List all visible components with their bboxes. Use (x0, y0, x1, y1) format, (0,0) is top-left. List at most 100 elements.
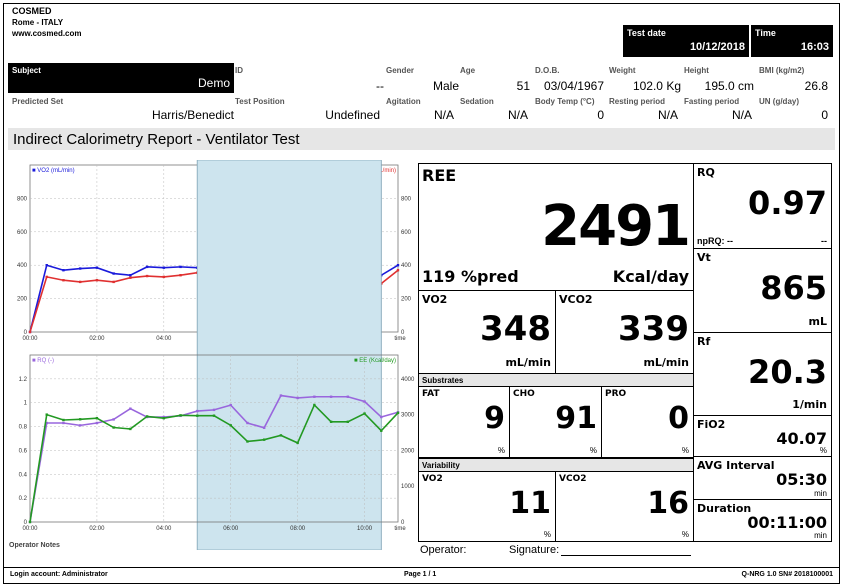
fat-panel: FAT 9 % (418, 386, 510, 458)
data-point (212, 414, 216, 417)
data-point (162, 266, 166, 269)
data-point (380, 429, 383, 432)
weight-value: 102.0 Kg (632, 79, 681, 93)
company-website: www.cosmed.com (12, 29, 82, 38)
data-point (95, 417, 99, 420)
footer-divider (4, 567, 839, 568)
ree-unit: Kcal/day (612, 267, 689, 286)
rf-panel: Rf 20.3 1/min (693, 332, 832, 416)
age-value: 51 (516, 79, 530, 93)
data-point (396, 411, 400, 415)
y-tick-right: 2000 (401, 448, 415, 454)
data-point (45, 421, 48, 425)
vt-unit: mL (808, 315, 827, 328)
cho-unit: % (589, 446, 597, 455)
data-point (112, 426, 115, 429)
duration-value: 00:11:00 (747, 513, 827, 532)
agitation-label: Agitation (386, 97, 421, 106)
data-point (179, 414, 182, 417)
y-tick-left: 1 (24, 401, 28, 407)
y-tick-right: 4000 (401, 377, 415, 383)
x-tick-label: time (394, 526, 406, 532)
data-point (396, 264, 400, 267)
company-name: COSMED (12, 6, 52, 16)
height-value: 195.0 cm (704, 79, 754, 93)
vo2-unit: mL/min (505, 356, 551, 369)
data-point (78, 280, 82, 284)
data-point (28, 520, 32, 524)
data-point (78, 267, 82, 270)
data-point (196, 409, 199, 413)
test-position-label: Test Position (235, 97, 285, 106)
var-vo2-label: VO2 (422, 474, 443, 484)
data-point (296, 396, 299, 400)
fat-value: 9 (484, 401, 505, 436)
rq-panel: RQ 0.97 npRQ: -- -- (693, 163, 832, 249)
pro-unit: % (681, 446, 689, 455)
plot-frame-2 (29, 354, 399, 523)
x-tick-label: 08:00 (290, 526, 306, 532)
y-tick-right: 0 (401, 330, 405, 336)
var-vco2-value: 16 (647, 486, 689, 521)
vt-label: Vt (697, 251, 711, 264)
y-tick-left: 800 (17, 196, 28, 202)
data-point (62, 269, 65, 272)
resting-period-value: N/A (657, 108, 678, 122)
y-tick-left: 0.4 (19, 472, 28, 478)
data-point (145, 415, 149, 418)
agitation-value: N/A (433, 108, 454, 122)
data-point (279, 434, 283, 437)
y-tick-left: 400 (17, 263, 28, 269)
data-point (262, 426, 266, 429)
y-tick-left: 0.6 (19, 448, 28, 454)
legend-vo2: ■ VO2 (mL/min) (32, 168, 75, 174)
fat-label: FAT (422, 389, 440, 399)
bmi-label: BMI (kg/m2) (759, 66, 805, 75)
y-tick-left: 600 (17, 230, 28, 236)
footer-login: Login account: Administrator (10, 571, 108, 578)
data-point (313, 403, 316, 407)
duration-unit: min (814, 531, 827, 540)
data-point (380, 415, 383, 419)
time-label: Time (755, 28, 776, 38)
data-point (329, 395, 333, 398)
cho-panel: CHO 91 % (509, 386, 602, 458)
data-point (246, 421, 249, 425)
x-tick-label: 02:00 (89, 336, 105, 342)
var-vo2-value: 11 (509, 486, 551, 521)
y-tick-left: 200 (17, 297, 28, 303)
bmi-value: 26.8 (804, 79, 828, 93)
legend-rq: ■ RQ (-) (32, 358, 54, 364)
data-point (229, 424, 232, 427)
data-point (296, 441, 299, 445)
data-point (78, 418, 82, 421)
data-point (363, 412, 366, 415)
duration-label: Duration (697, 502, 752, 515)
company-block: COSMED Rome - ITALY www.cosmed.com (12, 6, 82, 39)
footer-page: Page 1 / 1 (404, 571, 437, 578)
y-tick-right: 3000 (401, 413, 415, 419)
y-tick-left: 0.2 (19, 496, 28, 502)
sedation-value: N/A (507, 108, 528, 122)
variability-header: Variability (418, 458, 694, 472)
fat-unit: % (497, 446, 505, 455)
subject-label: Subject (12, 66, 41, 75)
id-label: ID (235, 66, 243, 75)
y-tick-left: 1.2 (19, 377, 28, 383)
data-point (95, 266, 99, 269)
data-point (179, 265, 182, 269)
y-tick-right: 1000 (401, 484, 415, 490)
data-point (145, 274, 149, 278)
y-tick-right: 0 (401, 520, 405, 526)
rf-label: Rf (697, 335, 711, 348)
data-point (95, 279, 99, 282)
predicted-set-label: Predicted Set (12, 97, 64, 106)
rf-unit: 1/min (792, 398, 827, 411)
operator-notes-label: Operator Notes (9, 542, 60, 549)
y-tick-left: 0.8 (19, 425, 28, 431)
height-label: Height (684, 66, 709, 75)
x-tick-label: 00:00 (22, 336, 38, 342)
vo2-panel: VO2 348 mL/min (418, 290, 556, 374)
data-point (62, 418, 65, 422)
data-point (95, 421, 99, 425)
